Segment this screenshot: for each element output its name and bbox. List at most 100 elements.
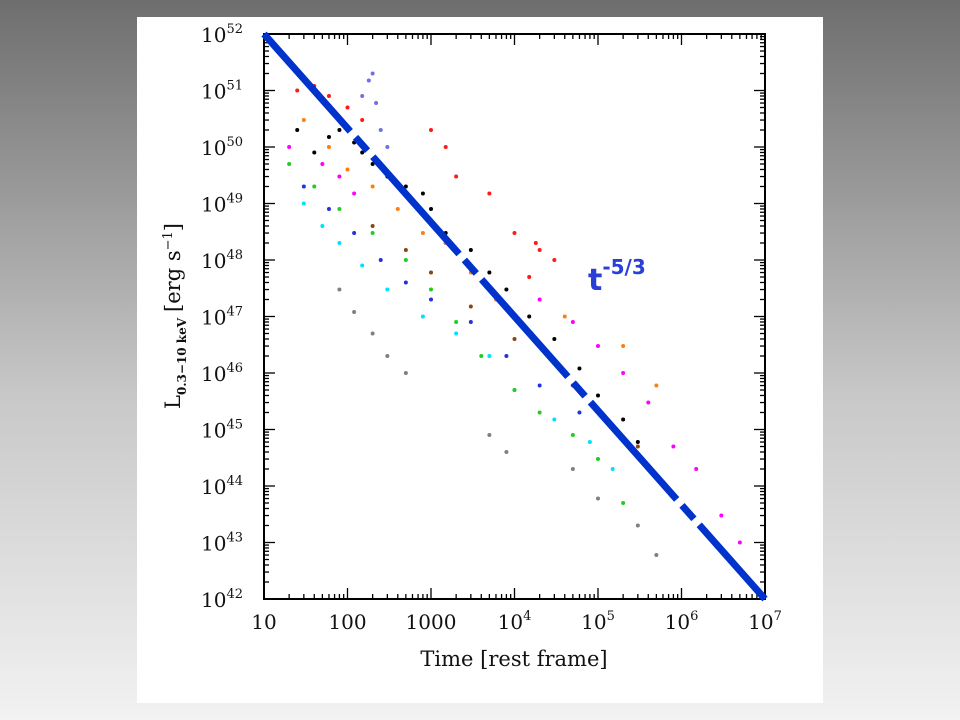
data-point — [527, 275, 532, 280]
data-point — [301, 201, 306, 206]
data-point — [621, 371, 626, 375]
data-point — [429, 297, 433, 302]
data-point — [635, 444, 640, 449]
data-point — [570, 432, 575, 437]
data-point — [468, 304, 473, 309]
data-point — [537, 248, 542, 253]
y-tick-label: 1042 — [201, 587, 243, 612]
data-point — [537, 297, 542, 302]
data-point — [403, 248, 408, 253]
data-point — [596, 457, 600, 462]
slope-annotation: t-5/3 — [588, 255, 646, 298]
data-point — [287, 162, 292, 167]
data-point — [312, 150, 317, 155]
data-point — [337, 174, 342, 179]
data-point — [360, 118, 365, 123]
data-point — [337, 287, 342, 292]
data-point — [326, 93, 331, 98]
data-point — [301, 118, 306, 123]
data-point — [326, 145, 331, 149]
x-tick-label: 1000 — [406, 610, 457, 634]
data-point — [621, 501, 626, 506]
x-tick-label: 105 — [581, 609, 615, 634]
data-point — [512, 388, 517, 393]
powerlaw-line — [261, 31, 768, 602]
axis-ticks — [263, 33, 766, 600]
data-point — [385, 287, 390, 292]
data-point — [420, 191, 425, 196]
y-axis-units-end: ] — [161, 223, 185, 231]
data-point — [610, 466, 615, 471]
data-point — [370, 231, 375, 236]
data-point — [654, 553, 659, 558]
data-point — [287, 145, 292, 149]
y-tick-label: 1047 — [201, 305, 243, 330]
data-point — [374, 101, 379, 106]
y-tick-labels: 1042 1043 1044 1045 1046 1047 1048 1049 1050 1051… — [201, 22, 243, 612]
data-points — [287, 71, 742, 558]
data-point — [479, 353, 484, 358]
data-point — [395, 206, 400, 211]
data-point — [596, 344, 600, 349]
slide-card — [137, 17, 823, 703]
data-point — [352, 310, 357, 315]
data-point — [596, 393, 600, 398]
data-point — [454, 331, 459, 336]
y-tick-label: 1052 — [201, 22, 243, 47]
data-point — [420, 314, 425, 319]
y-tick-label: 1050 — [201, 135, 243, 160]
data-point — [487, 270, 492, 275]
data-point — [326, 206, 331, 211]
y-tick-label: 1043 — [201, 531, 243, 556]
data-point — [366, 78, 371, 83]
data-point — [654, 383, 659, 388]
x-tick-label: 100 — [328, 610, 366, 634]
data-point — [370, 71, 375, 76]
data-point — [646, 400, 651, 405]
y-axis-units: [erg s — [161, 250, 185, 312]
data-point — [378, 127, 383, 132]
y-axis-subscript: 0.3−10 keV — [175, 317, 189, 395]
data-point — [504, 353, 509, 358]
data-point — [504, 449, 509, 454]
data-point — [337, 240, 342, 245]
data-point — [552, 417, 557, 422]
data-point — [487, 432, 492, 437]
x-tick-label: 106 — [665, 609, 699, 634]
data-point — [301, 184, 306, 189]
data-point — [403, 280, 408, 285]
y-tick-label: 1044 — [201, 474, 243, 499]
y-axis-title: L0.3−10 keV [erg s−1] — [161, 223, 189, 409]
data-point — [527, 314, 532, 319]
data-point — [512, 231, 517, 236]
data-point — [577, 410, 582, 415]
data-point — [360, 263, 365, 268]
y-tick-label: 1048 — [201, 248, 243, 273]
data-point — [326, 135, 331, 140]
y-tick-label: 1046 — [201, 361, 243, 386]
data-point — [487, 191, 492, 196]
data-point — [320, 223, 325, 228]
data-point — [487, 353, 492, 358]
data-point — [596, 496, 600, 501]
y-tick-label: 1051 — [201, 79, 243, 104]
y-axis-units-exp: −1 — [161, 231, 176, 250]
data-point — [621, 417, 626, 422]
data-point — [403, 184, 408, 189]
data-point — [737, 540, 742, 545]
data-point — [443, 145, 448, 149]
data-point — [429, 127, 433, 132]
data-point — [562, 314, 567, 319]
data-point — [512, 336, 517, 341]
slope-annotation-exponent: -5/3 — [602, 255, 645, 279]
data-point — [454, 319, 459, 324]
data-point — [403, 258, 408, 262]
data-point — [352, 191, 357, 196]
y-tick-label: 1049 — [201, 192, 243, 217]
x-axis-title: Time [rest frame] — [420, 647, 607, 671]
data-point — [420, 231, 425, 236]
x-tick-label: 10 — [251, 610, 276, 634]
data-point — [312, 184, 317, 189]
data-point — [552, 336, 557, 341]
y-tick-label: 1045 — [201, 418, 243, 443]
